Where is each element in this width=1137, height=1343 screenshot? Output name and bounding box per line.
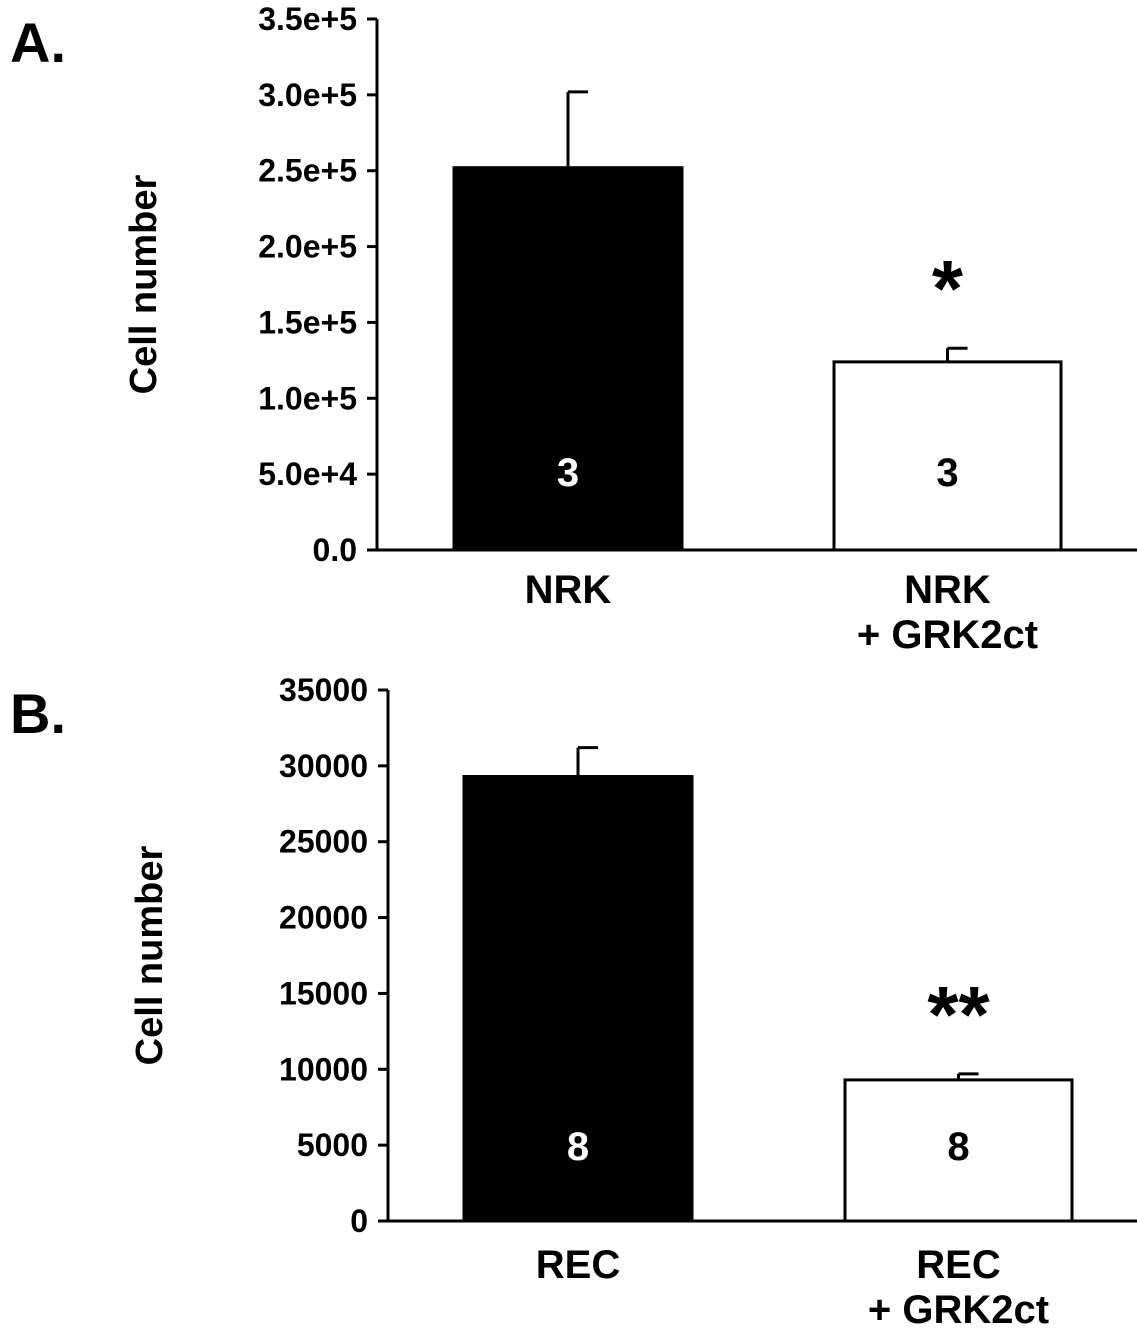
bar: [832, 360, 1063, 552]
panel-label: A.: [10, 11, 66, 74]
y-tick-label: 5000: [297, 1127, 368, 1163]
category-label: + GRK2ct: [857, 613, 1038, 657]
y-tick-label: 2.5e+5: [258, 153, 357, 189]
y-tick-label: 5.0e+4: [258, 456, 357, 492]
y-tick-label: 1.0e+5: [258, 380, 357, 416]
category-label: REC: [916, 1243, 1000, 1287]
bar: [843, 1078, 1074, 1223]
y-tick-label: 20000: [279, 900, 368, 936]
y-axis-title: Cell number: [129, 845, 171, 1065]
y-tick-label: 15000: [279, 975, 368, 1011]
panel-label: B.: [10, 682, 66, 745]
panel-b: B. 0 5000 10000 15000 20000 25000 30000 35000 Cel…: [10, 672, 1137, 1332]
y-tick-label: 1.5e+5: [258, 304, 357, 340]
n-label: 8: [947, 1125, 969, 1169]
y-tick-label: 35000: [279, 672, 368, 708]
n-label: 3: [936, 451, 958, 495]
bar: [452, 166, 684, 552]
panel-a: A. 0.0 5.0e+4 1.0e+5 1.5e+5 2.0e+5 2.5e+5 3.0e+…: [10, 1, 1137, 657]
category-label: REC: [536, 1243, 620, 1287]
y-tick-label: 10000: [279, 1051, 368, 1087]
category-label: NRK: [525, 568, 612, 612]
y-axis-title: Cell number: [123, 174, 165, 394]
y-tick-label: 2.0e+5: [258, 229, 357, 265]
n-label: 8: [567, 1125, 589, 1169]
n-label: 3: [557, 451, 579, 495]
category-label: + GRK2ct: [868, 1288, 1049, 1332]
y-tick-label: 0.0: [313, 532, 357, 568]
significance-marker: **: [927, 970, 990, 1059]
category-label: NRK: [904, 568, 991, 612]
y-tick-label: 30000: [279, 748, 368, 784]
y-tick-label: 3.0e+5: [258, 77, 357, 113]
y-tick-label: 3.5e+5: [258, 1, 357, 37]
y-tick-label: 0: [350, 1203, 368, 1239]
bar: [462, 774, 694, 1223]
y-tick-label: 25000: [279, 824, 368, 860]
significance-marker: *: [932, 244, 964, 333]
